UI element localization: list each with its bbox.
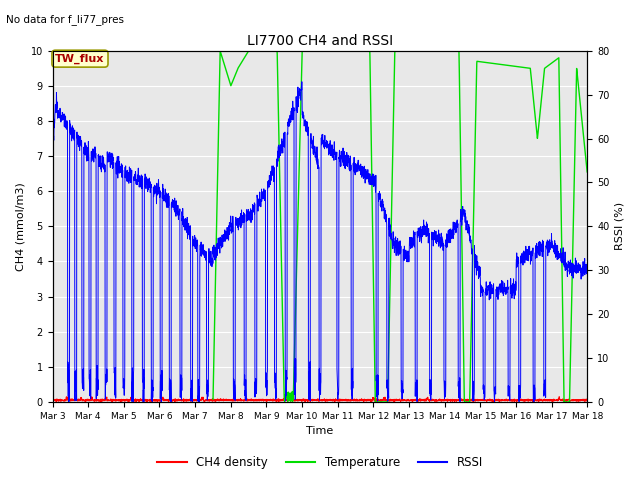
Text: TW_flux: TW_flux [55,54,105,64]
Title: LI7700 CH4 and RSSI: LI7700 CH4 and RSSI [247,34,393,48]
Y-axis label: RSSI (%): RSSI (%) [615,202,625,251]
Y-axis label: CH4 (mmol/m3): CH4 (mmol/m3) [15,182,25,271]
X-axis label: Time: Time [307,426,333,436]
Text: No data for f_li77_pres: No data for f_li77_pres [6,14,124,25]
Legend: CH4 density, Temperature, RSSI: CH4 density, Temperature, RSSI [152,452,488,474]
